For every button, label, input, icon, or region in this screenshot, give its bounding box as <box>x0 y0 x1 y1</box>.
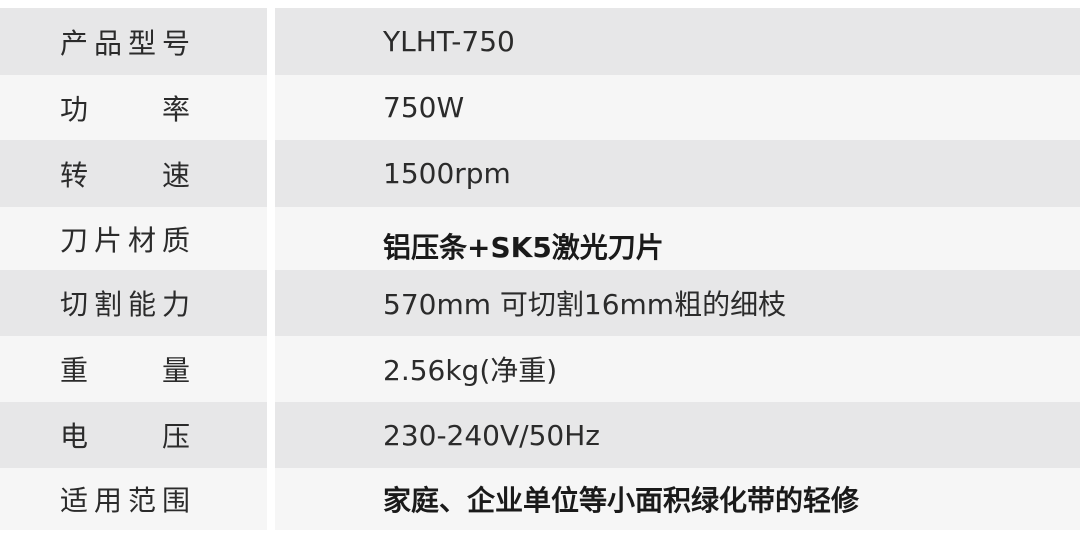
spec-label: 产品型号 <box>60 26 190 60</box>
spec-label: 功 率 <box>60 92 190 126</box>
spec-label: 转 速 <box>60 158 190 192</box>
spec-value: YLHT-750 <box>275 8 1080 75</box>
spec-row-weight: 重 量 2.56kg(净重) <box>0 336 1080 402</box>
spec-value: 230-240V/50Hz <box>275 402 1080 468</box>
spec-value: 750W <box>275 75 1080 140</box>
spec-value: 2.56kg(净重) <box>275 336 1080 402</box>
spec-label: 适用范围 <box>60 484 190 517</box>
spec-row-application: 适用范围 家庭、企业单位等小面积绿化带的轻修 <box>0 468 1080 530</box>
spec-row-voltage: 电 压 230-240V/50Hz <box>0 402 1080 468</box>
spec-label: 刀片材质 <box>60 223 190 257</box>
spec-label: 切割能力 <box>60 288 190 321</box>
spec-label: 电 压 <box>60 420 190 453</box>
spec-table: 产品型号 YLHT-750 功 率 750W 转 速 1500rpm 刀片材质 … <box>0 8 1080 530</box>
spec-row-blade: 刀片材质 铝压条+SK5激光刀片 <box>0 207 1080 270</box>
spec-row-power: 功 率 750W <box>0 75 1080 140</box>
spec-row-speed: 转 速 1500rpm <box>0 140 1080 207</box>
spec-row-model: 产品型号 YLHT-750 <box>0 8 1080 75</box>
spec-value: 1500rpm <box>275 140 1080 207</box>
spec-value: 570mm 可切割16mm粗的细枝 <box>275 270 1080 336</box>
spec-row-cutting: 切割能力 570mm 可切割16mm粗的细枝 <box>0 270 1080 336</box>
spec-label: 重 量 <box>60 354 190 387</box>
spec-value: 铝压条+SK5激光刀片 <box>275 207 1080 270</box>
spec-value: 家庭、企业单位等小面积绿化带的轻修 <box>275 468 1080 530</box>
